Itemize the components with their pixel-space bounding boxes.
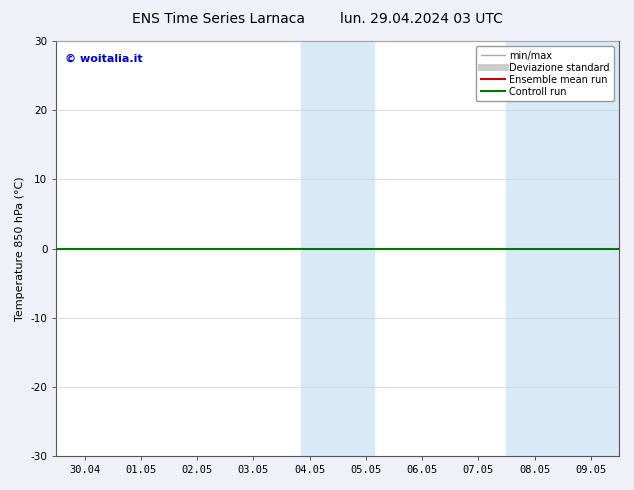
- Legend: min/max, Deviazione standard, Ensemble mean run, Controll run: min/max, Deviazione standard, Ensemble m…: [476, 46, 614, 101]
- Text: © woitalia.it: © woitalia.it: [65, 53, 143, 64]
- Text: ENS Time Series Larnaca        lun. 29.04.2024 03 UTC: ENS Time Series Larnaca lun. 29.04.2024 …: [132, 12, 502, 26]
- Bar: [301, 41, 374, 456]
- Y-axis label: Temperature 850 hPa (°C): Temperature 850 hPa (°C): [15, 176, 25, 321]
- Bar: [507, 41, 619, 456]
